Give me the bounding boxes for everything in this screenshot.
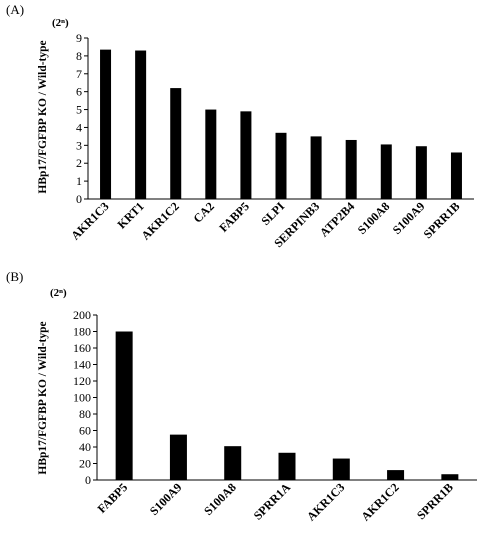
y-tick-label: 2 bbox=[76, 156, 82, 170]
y-tick-label: 160 bbox=[73, 341, 91, 355]
y-tick-label: 180 bbox=[73, 325, 91, 339]
panel-b: (B) (2ⁿ) HBp17/FGFBP KO / Wild-type 0 20 4… bbox=[6, 269, 477, 524]
bar-sprr1b bbox=[450, 152, 462, 199]
bar-krt1 bbox=[135, 50, 147, 200]
x-tick-label-s100a9: S100A9 bbox=[147, 480, 185, 518]
x-tick-label-sprr1a: SPRR1A bbox=[251, 480, 294, 523]
bar-akr1c2 bbox=[387, 470, 405, 480]
panel-b-unit-label: (2ⁿ) bbox=[50, 287, 67, 299]
bar-fabp5 bbox=[240, 111, 252, 199]
panel-a-unit-label: (2ⁿ) bbox=[52, 17, 69, 29]
bar-akr1c3 bbox=[100, 49, 112, 199]
y-tick-label: 0 bbox=[85, 473, 91, 487]
x-tick-label-krt1: KRT1 bbox=[115, 199, 147, 231]
panel-a-y-ticks: 0 1 2 3 4 5 6 7 8 9 bbox=[76, 31, 88, 206]
y-tick-label: 20 bbox=[79, 457, 91, 471]
panel-a: (A) (2ⁿ) HBp17/FGFBP KO / Wild-type 0 1 2 3… bbox=[6, 2, 474, 250]
bar-s100a8 bbox=[224, 446, 242, 480]
x-tick-label-fabp5: FABP5 bbox=[95, 480, 131, 516]
panel-a-label: (A) bbox=[6, 2, 24, 17]
bar-fabp5 bbox=[115, 331, 133, 480]
y-tick-label: 1 bbox=[76, 174, 82, 188]
bar-akr1c2 bbox=[170, 88, 182, 199]
y-tick-label: 80 bbox=[79, 407, 91, 421]
y-tick-label: 9 bbox=[76, 31, 82, 45]
x-tick-label-sprr1b: SPRR1B bbox=[421, 199, 463, 241]
panel-b-label: (B) bbox=[6, 269, 23, 284]
bar-s100a9 bbox=[415, 146, 427, 199]
bar-serpinb3 bbox=[310, 136, 322, 199]
y-tick-label: 120 bbox=[73, 374, 91, 388]
panel-a-y-axis-label: HBp17/FGFBP KO / Wild-type bbox=[37, 40, 49, 193]
panel-b-y-axis-label: HBp17/FGFBP KO / Wild-type bbox=[37, 321, 49, 474]
bar-sprr1a bbox=[278, 452, 296, 480]
x-tick-label-akr1c3: AKR1C3 bbox=[68, 199, 111, 242]
bar-atp2b4 bbox=[345, 139, 357, 199]
x-tick-label-s100a8: S100A8 bbox=[201, 480, 239, 518]
x-tick-label-sprr1b: SPRR1B bbox=[414, 480, 456, 522]
x-tick-label-akr1c2: AKR1C2 bbox=[138, 199, 181, 242]
x-tick-label-s100a8: S100A8 bbox=[355, 199, 393, 237]
y-tick-label: 140 bbox=[73, 358, 91, 372]
panel-b-y-ticks: 0 20 40 60 80 100 120 140 160 180 200 bbox=[73, 308, 97, 487]
y-tick-label: 200 bbox=[73, 308, 91, 322]
x-tick-label-atp2b4: ATP2B4 bbox=[317, 199, 357, 239]
bar-slpi bbox=[275, 132, 287, 199]
bar-akr1c3 bbox=[332, 458, 350, 480]
bar-s100a9 bbox=[169, 434, 187, 480]
bar-sprr1b bbox=[441, 474, 459, 480]
y-tick-label: 100 bbox=[73, 391, 91, 405]
y-tick-label: 5 bbox=[76, 103, 82, 117]
x-tick-label-akr1c3: AKR1C3 bbox=[304, 480, 347, 523]
y-tick-label: 60 bbox=[79, 424, 91, 438]
y-tick-label: 40 bbox=[79, 440, 91, 454]
y-tick-label: 0 bbox=[76, 192, 82, 206]
x-tick-label-slpi: SLPI bbox=[258, 199, 287, 228]
x-tick-label-akr1c2: AKR1C2 bbox=[358, 480, 401, 523]
panel-b-x-labels: FABP5 S100A9 S100A8 SPRR1A AKR1C3 AKR1C2 SPRR1… bbox=[95, 480, 456, 524]
x-tick-label-ca2: CA2 bbox=[191, 199, 217, 225]
bar-s100a8 bbox=[380, 144, 392, 199]
x-tick-label-fabp5: FABP5 bbox=[216, 199, 252, 235]
y-tick-label: 6 bbox=[76, 85, 82, 99]
y-tick-label: 4 bbox=[76, 120, 82, 134]
y-tick-label: 8 bbox=[76, 49, 82, 63]
panel-b-bars bbox=[115, 331, 459, 480]
y-tick-label: 7 bbox=[76, 67, 82, 81]
y-tick-label: 3 bbox=[76, 138, 82, 152]
panel-a-bars bbox=[100, 49, 462, 200]
bar-ca2 bbox=[205, 109, 217, 199]
